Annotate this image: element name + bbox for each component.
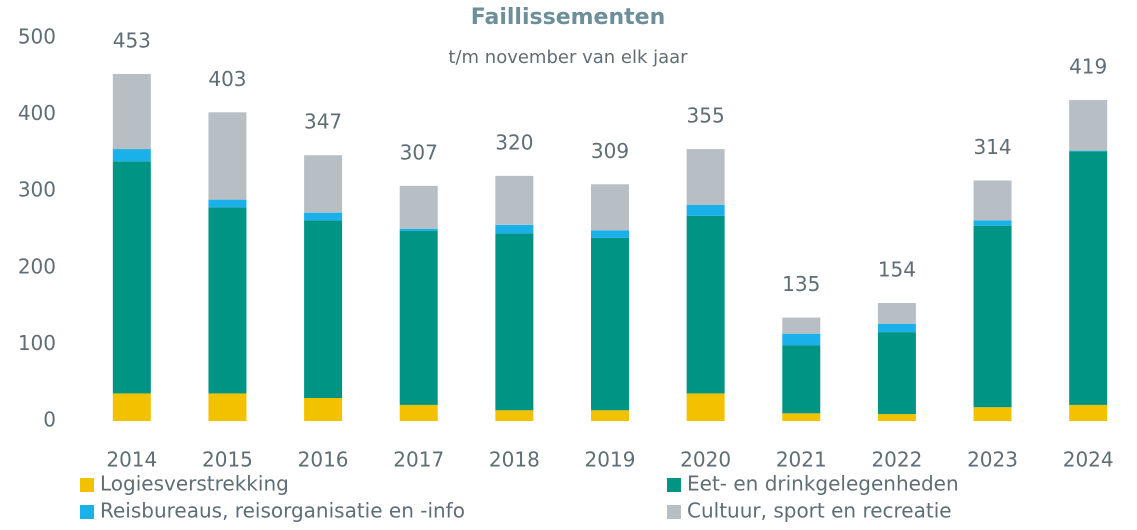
bar-segment — [877, 323, 916, 333]
total-label: 403 — [208, 67, 246, 91]
total-label: 154 — [878, 258, 916, 282]
bar-segment — [1069, 404, 1108, 421]
bar-segment — [591, 230, 629, 238]
bar-segment — [686, 204, 725, 216]
bar-segment — [495, 410, 534, 421]
bar-segment — [877, 303, 916, 324]
total-label: 355 — [687, 104, 725, 128]
bar-segment — [1069, 100, 1108, 151]
y-tick-label: 300 — [18, 178, 56, 202]
bar-segment — [973, 407, 1012, 421]
bar-segment — [112, 393, 151, 421]
bar-segment — [208, 393, 247, 421]
bar-segment — [112, 74, 151, 150]
x-tick-label: 2022 — [871, 448, 922, 472]
x-tick-label: 2018 — [489, 448, 540, 472]
bar-segment — [112, 161, 151, 394]
x-tick-label: 2015 — [202, 448, 253, 472]
y-tick-label: 0 — [43, 408, 56, 432]
bar-segment — [399, 185, 438, 229]
chart-subtitle: t/m november van elk jaar — [448, 47, 688, 68]
bar-segment — [399, 231, 438, 405]
bar-segment — [1069, 151, 1108, 405]
total-label: 419 — [1069, 55, 1107, 79]
bar-segment — [208, 199, 247, 208]
bar-segment — [208, 207, 247, 394]
legend-swatch — [80, 505, 94, 519]
y-tick-label: 100 — [18, 331, 56, 355]
bar-segment — [782, 345, 821, 414]
total-label: 314 — [973, 135, 1011, 159]
y-tick-label: 500 — [18, 25, 56, 49]
total-label: 309 — [591, 139, 629, 163]
legend-label: Logiesverstrekking — [100, 472, 289, 496]
legend-label: Cultuur, sport en recreatie — [687, 499, 952, 523]
bar-segment — [304, 155, 343, 213]
bar-segment — [782, 333, 821, 346]
total-label: 320 — [495, 130, 533, 154]
bar-segment — [973, 220, 1012, 226]
bar-segment — [304, 398, 343, 421]
x-tick-label: 2024 — [1063, 448, 1114, 472]
bar-segment — [686, 149, 725, 205]
bar-segment — [495, 224, 534, 234]
bar-segment — [782, 413, 821, 421]
y-tick-label: 400 — [18, 101, 56, 125]
x-tick-label: 2014 — [106, 448, 157, 472]
legend-swatch — [667, 478, 681, 492]
bar-segment — [304, 212, 343, 221]
x-tick-label: 2023 — [967, 448, 1018, 472]
bar-segment — [1069, 150, 1108, 152]
x-tick-label: 2019 — [585, 448, 636, 472]
total-label: 453 — [113, 29, 151, 53]
legend-label: Reisbureaus, reisorganisatie en -info — [100, 499, 465, 523]
chart-title: Faillissementen — [471, 5, 665, 30]
bar-segment — [591, 237, 629, 411]
bar-segment — [304, 220, 343, 399]
bar-segment — [399, 404, 438, 421]
legend-label: Eet- en drinkgelegenheden — [687, 472, 959, 496]
bar-segment — [686, 393, 725, 421]
legend-swatch — [80, 478, 94, 492]
bar-segment — [973, 225, 1012, 408]
x-tick-label: 2016 — [298, 448, 349, 472]
bar-segment — [112, 149, 151, 162]
x-tick-label: 2021 — [776, 448, 827, 472]
bar-segment — [495, 175, 534, 225]
total-label: 347 — [304, 110, 342, 134]
total-label: 307 — [400, 140, 438, 164]
bar-segment — [877, 332, 916, 415]
bar-segment — [495, 233, 534, 411]
y-tick-label: 200 — [18, 254, 56, 278]
bar-segment — [782, 317, 821, 334]
bar-segment — [208, 112, 247, 200]
bar-segment — [399, 228, 438, 232]
bar-segment — [686, 215, 725, 394]
x-tick-label: 2017 — [393, 448, 444, 472]
legend-swatch — [667, 505, 681, 519]
bar-segment — [591, 184, 629, 231]
x-tick-label: 2020 — [680, 448, 731, 472]
bar-segment — [591, 410, 629, 421]
bar-segment — [973, 180, 1012, 221]
bar-segment — [877, 414, 916, 421]
total-label: 135 — [782, 272, 820, 296]
